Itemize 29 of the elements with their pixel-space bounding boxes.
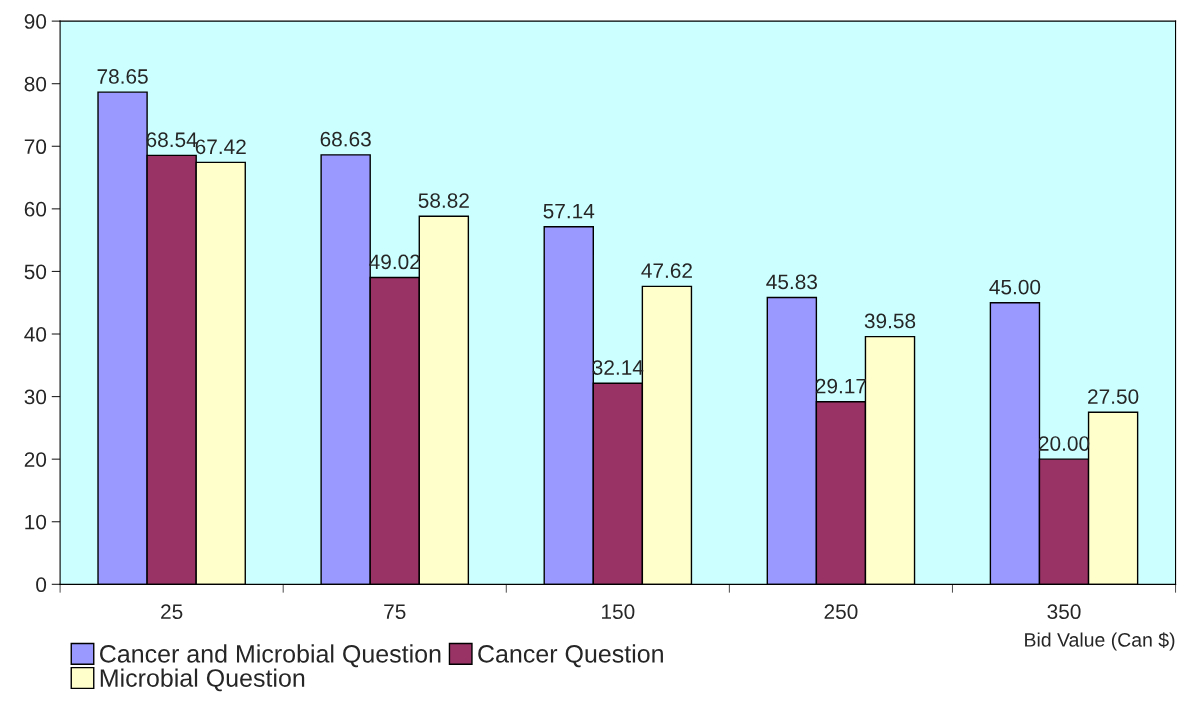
x-tick-label: 350 xyxy=(1047,604,1081,620)
legend-label: Cancer Question xyxy=(478,644,663,668)
data-label: 47.62 xyxy=(641,263,692,279)
data-label: 39.58 xyxy=(864,313,916,329)
data-label: 78.65 xyxy=(97,69,148,84)
y-tick-label: 20 xyxy=(24,452,47,467)
data-label: 67.42 xyxy=(195,139,246,155)
x-tick-label: 25 xyxy=(161,604,183,620)
data-label: 57.14 xyxy=(543,203,595,219)
data-label: 68.63 xyxy=(320,131,371,147)
x-axis-title: Bid Value (Can $) xyxy=(1025,632,1175,651)
x-tick-label: 250 xyxy=(824,604,858,620)
y-tick-label: 80 xyxy=(24,76,47,92)
data-label: 58.82 xyxy=(418,193,469,208)
y-tick-label: 40 xyxy=(24,327,47,342)
x-tick-label: 75 xyxy=(384,604,406,620)
data-label: 45.00 xyxy=(989,279,1041,295)
y-tick-label: 10 xyxy=(25,514,47,530)
y-tick-label: 30 xyxy=(24,389,47,405)
data-label: 45.83 xyxy=(766,274,817,290)
y-tick-label: 60 xyxy=(24,201,47,217)
y-tick-label: 0 xyxy=(36,577,47,593)
legend-label: Microbial Question xyxy=(100,668,305,692)
y-tick-label: 90 xyxy=(24,14,47,29)
y-tick-label: 70 xyxy=(24,139,47,155)
data-label: 27.50 xyxy=(1088,389,1139,404)
y-tick-label: 50 xyxy=(24,264,47,280)
x-tick-label: 150 xyxy=(602,604,635,620)
legend-label: Cancer and Microbial Question xyxy=(100,644,441,668)
